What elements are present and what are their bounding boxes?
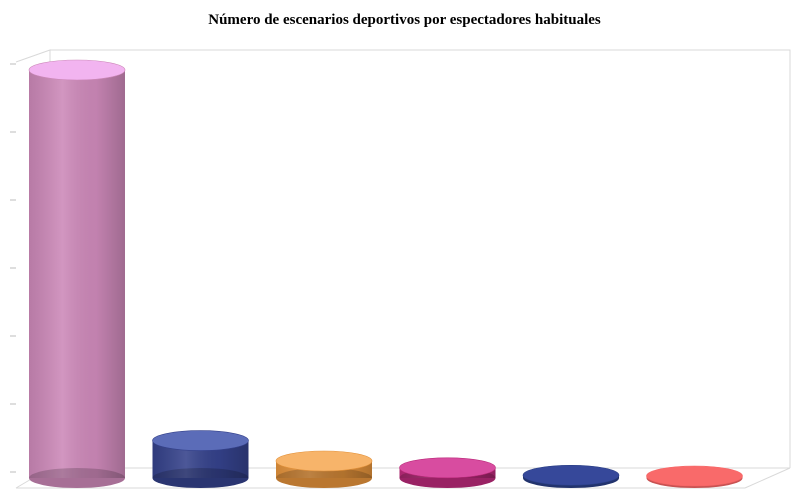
bar [522,464,620,488]
bar-shading [29,70,125,478]
y-axis [10,63,16,473]
bar [275,450,373,488]
bar-base-shadow [276,468,372,488]
bar-top [28,59,126,81]
bar-top [522,464,620,486]
bar-top [275,450,373,472]
bar [646,465,743,488]
bars [28,59,743,488]
bar-base-shadow [152,468,249,488]
bar [28,59,126,488]
bar [399,457,496,488]
plot-frame [15,49,791,489]
chart-title: Número de escenarios deportivos por espe… [208,12,601,28]
bar-top [399,457,496,479]
bar-base-shadow [29,468,125,488]
bar [152,430,249,488]
bar-top [152,430,249,451]
bar-top [646,465,743,487]
